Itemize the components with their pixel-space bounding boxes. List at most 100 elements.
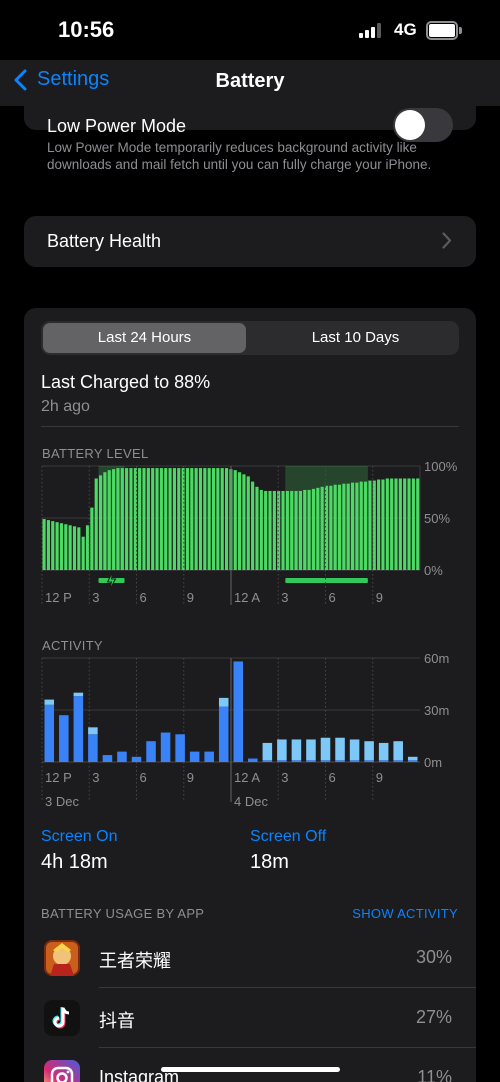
activity-bar-screen-on <box>146 741 156 762</box>
app-name: 抖音 <box>99 1011 135 1031</box>
activity-bar-screen-off <box>306 739 316 761</box>
battery-bar <box>264 490 268 570</box>
battery-bar <box>298 490 302 570</box>
battery-content[interactable]: Low Power Mode Low Power Mode temporaril… <box>0 60 500 1082</box>
x-tick-label: 6 <box>140 770 147 785</box>
battery-bar <box>207 468 211 570</box>
activity-bar-screen-off <box>88 727 98 735</box>
battery-bar <box>59 523 64 570</box>
battery-bar <box>255 486 259 570</box>
battery-bar <box>307 489 311 570</box>
battery-bar <box>120 468 124 570</box>
activity-bar-screen-off <box>335 737 345 761</box>
back-button[interactable]: Settings <box>14 68 109 91</box>
x-tick-label: 6 <box>329 770 336 785</box>
battery-bar <box>138 468 142 570</box>
activity-bar-screen-off <box>277 739 287 761</box>
battery-bar <box>385 478 389 570</box>
battery-bar <box>220 468 224 570</box>
battery-bar <box>337 484 342 570</box>
battery-bar <box>211 468 216 570</box>
battery-usage-card: Last 24 Hours Last 10 Days Last Charged … <box>24 308 476 1082</box>
tab-last-24-hours[interactable]: Last 24 Hours <box>43 323 246 353</box>
battery-bar <box>372 480 376 570</box>
battery-bar <box>116 468 120 570</box>
x-tick-label: 12 P <box>45 770 72 785</box>
low-power-mode-toggle[interactable] <box>393 108 453 142</box>
y-tick-label: 60m <box>424 651 449 666</box>
activity-bar-screen-on <box>131 756 142 762</box>
activity-bar-screen-off <box>407 756 418 761</box>
activity-bar-screen-on <box>349 760 360 762</box>
activity-bar-screen-on <box>102 755 113 762</box>
battery-bar <box>311 488 316 570</box>
activity-bar-screen-on <box>248 758 258 762</box>
battery-bar <box>146 468 150 570</box>
battery-bar <box>259 489 263 570</box>
time-range-control: Last 24 Hours Last 10 Days <box>41 321 459 355</box>
navigation-bar: Settings Battery <box>0 60 500 106</box>
activity-bar-screen-on <box>407 760 418 762</box>
activity-bar-screen-on <box>88 734 98 762</box>
battery-bar <box>177 468 181 570</box>
battery-health-row[interactable]: Battery Health <box>24 216 476 267</box>
battery-bar <box>411 478 415 570</box>
battery-bar <box>281 490 285 570</box>
battery-bar <box>355 482 359 570</box>
battery-bar <box>129 468 133 570</box>
app-row-wangzhe[interactable]: 王者荣耀 30% <box>24 928 476 988</box>
x-tick-label: 3 <box>92 770 99 785</box>
battery-bar <box>346 483 350 570</box>
battery-bar <box>403 478 407 570</box>
battery-bar <box>112 469 116 570</box>
screen-off-label: Screen Off <box>250 828 327 845</box>
app-row-instagram[interactable]: Instagram 11% <box>24 1048 476 1082</box>
battery-bar <box>185 468 190 570</box>
tiktok-app-icon <box>44 1000 80 1036</box>
battery-bar <box>198 468 203 570</box>
app-percent: 11% <box>417 1067 452 1082</box>
activity-chart[interactable]: 60m 30m 0m 12 P 3 6 9 12 A 3 6 9 3 Dec 4 Dec <box>24 650 476 810</box>
cellular-signal-icon <box>359 22 385 38</box>
x-tick-label: 6 <box>329 590 336 605</box>
x-tick-label: 12 P <box>45 590 72 605</box>
chevron-left-icon <box>14 69 27 90</box>
battery-bar <box>320 486 324 570</box>
charging-band <box>98 466 125 570</box>
activity-bar-screen-off <box>262 742 273 761</box>
show-activity-button[interactable]: SHOW ACTIVITY <box>352 906 458 921</box>
x-tick-label: 9 <box>187 770 194 785</box>
x-tick-label: 3 <box>281 770 288 785</box>
home-indicator[interactable] <box>161 1067 340 1072</box>
tab-last-10-days[interactable]: Last 10 Days <box>311 329 400 346</box>
activity-bar-screen-on <box>306 760 316 762</box>
activity-bar-screen-off <box>218 697 229 707</box>
toggle-knob <box>395 110 425 140</box>
battery-bar <box>246 476 250 570</box>
divider <box>99 987 476 988</box>
activity-bar-screen-off <box>349 739 360 761</box>
app-percent: 27% <box>415 1007 452 1027</box>
activity-title: ACTIVITY <box>42 638 103 653</box>
activity-bar-screen-on <box>44 704 55 762</box>
app-row-douyin[interactable]: 抖音 27% <box>24 988 476 1048</box>
activity-bar-screen-on <box>393 760 403 762</box>
activity-bar-screen-off <box>320 737 331 761</box>
battery-bar <box>238 472 242 570</box>
activity-bar-screen-on <box>277 760 287 762</box>
battery-bar <box>125 468 129 570</box>
battery-icon <box>426 21 462 40</box>
activity-bar-screen-on <box>320 760 331 762</box>
activity-bar-screen-on <box>291 760 302 762</box>
battery-bar <box>42 519 46 570</box>
battery-bar <box>164 468 168 570</box>
battery-level-chart[interactable]: 100% 50% 0% 12 P 3 6 9 12 A 3 6 9 <box>24 458 476 758</box>
battery-bar <box>203 468 207 570</box>
activity-bar-screen-off <box>73 692 84 697</box>
activity-bar-screen-on <box>175 734 185 762</box>
battery-bar <box>224 468 229 570</box>
battery-bar <box>251 481 255 570</box>
instagram-app-icon <box>44 1060 80 1082</box>
battery-bar <box>303 489 307 570</box>
x-tick-label: 3 <box>92 590 99 605</box>
